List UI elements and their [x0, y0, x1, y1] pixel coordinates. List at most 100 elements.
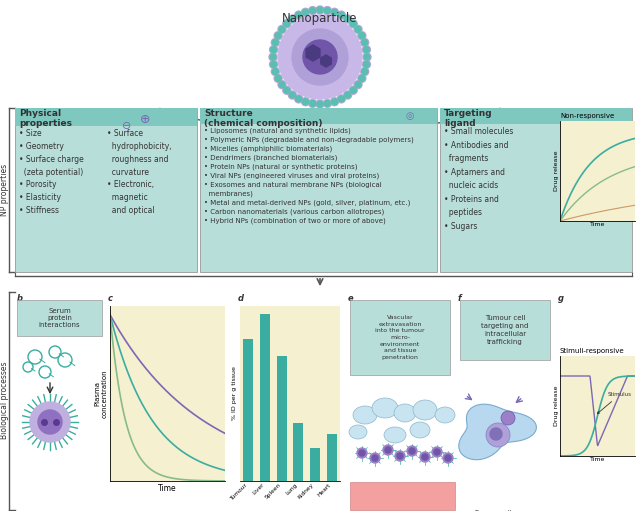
- Circle shape: [279, 27, 285, 32]
- Text: Serum
protein
interactions: Serum protein interactions: [38, 308, 80, 328]
- Circle shape: [407, 446, 417, 456]
- Circle shape: [269, 60, 278, 68]
- Circle shape: [337, 11, 346, 19]
- Circle shape: [38, 410, 62, 434]
- Circle shape: [350, 87, 356, 93]
- Circle shape: [310, 8, 316, 14]
- Circle shape: [278, 15, 362, 99]
- Circle shape: [359, 75, 365, 81]
- Circle shape: [330, 98, 339, 106]
- Circle shape: [339, 12, 344, 18]
- Circle shape: [30, 402, 70, 442]
- Circle shape: [362, 45, 371, 54]
- Circle shape: [323, 100, 332, 107]
- Circle shape: [372, 455, 378, 461]
- Circle shape: [279, 82, 285, 88]
- Circle shape: [274, 32, 282, 40]
- Circle shape: [274, 74, 282, 82]
- Text: Stimuli-responsive: Stimuli-responsive: [560, 348, 625, 354]
- Circle shape: [310, 101, 316, 106]
- Bar: [200, 108, 437, 272]
- Y-axis label: Drug release: Drug release: [554, 151, 559, 191]
- Ellipse shape: [435, 407, 455, 423]
- Circle shape: [270, 54, 276, 60]
- Circle shape: [301, 8, 310, 16]
- Text: Non-responsive: Non-responsive: [560, 113, 614, 119]
- Circle shape: [271, 47, 276, 53]
- Circle shape: [339, 96, 344, 102]
- Text: • Liposomes (natural and synthetic lipids)
• Polymeric NPs (degradable and non-d: • Liposomes (natural and synthetic lipid…: [204, 127, 413, 223]
- Bar: [310, 448, 320, 481]
- Circle shape: [422, 454, 428, 460]
- Text: Targeting
ligand: Targeting ligand: [444, 109, 493, 128]
- Circle shape: [361, 38, 369, 47]
- Circle shape: [364, 61, 369, 67]
- Circle shape: [357, 448, 367, 458]
- Bar: [460, 300, 550, 360]
- Circle shape: [289, 15, 296, 23]
- Bar: [15, 108, 197, 126]
- Circle shape: [344, 91, 351, 99]
- Text: ◎: ◎: [406, 111, 414, 121]
- Circle shape: [278, 26, 286, 33]
- Y-axis label: Drug release: Drug release: [554, 386, 559, 426]
- Text: Vascular
extravasation
into the tumour
micro-
environment
and tissue
penetration: Vascular extravasation into the tumour m…: [375, 315, 425, 360]
- Circle shape: [362, 60, 371, 68]
- Bar: [15, 108, 197, 272]
- Circle shape: [359, 33, 365, 39]
- Bar: [200, 108, 437, 124]
- Circle shape: [317, 101, 323, 107]
- Circle shape: [397, 453, 403, 459]
- Circle shape: [269, 45, 278, 54]
- Circle shape: [272, 68, 278, 75]
- Circle shape: [330, 8, 339, 16]
- Ellipse shape: [372, 398, 398, 418]
- Circle shape: [308, 7, 317, 15]
- Circle shape: [355, 27, 361, 32]
- Circle shape: [292, 29, 348, 85]
- Bar: [17, 300, 102, 336]
- Circle shape: [272, 39, 278, 45]
- Circle shape: [289, 91, 296, 99]
- Circle shape: [443, 453, 453, 463]
- Text: Biological processes: Biological processes: [1, 361, 10, 439]
- Circle shape: [294, 95, 303, 103]
- Circle shape: [364, 54, 370, 60]
- Ellipse shape: [384, 427, 406, 443]
- Circle shape: [324, 101, 330, 106]
- Ellipse shape: [353, 406, 377, 424]
- Text: • Small molecules
• Antibodies and
  fragments
• Aptamers and
  nucleic acids
• : • Small molecules • Antibodies and fragm…: [444, 127, 513, 231]
- Text: a: a: [17, 110, 23, 119]
- Circle shape: [289, 92, 296, 98]
- X-axis label: Time: Time: [590, 222, 605, 227]
- Ellipse shape: [413, 400, 437, 420]
- Text: Stimulus: Stimulus: [597, 392, 632, 413]
- Text: g: g: [558, 294, 564, 303]
- Bar: [260, 314, 270, 481]
- Circle shape: [294, 11, 303, 19]
- Circle shape: [324, 8, 330, 14]
- Text: f: f: [458, 294, 461, 303]
- Circle shape: [301, 98, 310, 106]
- Circle shape: [303, 40, 337, 74]
- Y-axis label: % ID per g tissue: % ID per g tissue: [232, 366, 237, 421]
- Circle shape: [303, 9, 308, 15]
- Text: Physical
properties: Physical properties: [19, 109, 72, 128]
- X-axis label: Time: Time: [158, 484, 177, 493]
- Text: Structure
(chemical composition): Structure (chemical composition): [204, 109, 323, 128]
- Circle shape: [317, 7, 323, 13]
- Circle shape: [284, 87, 290, 94]
- X-axis label: Time: Time: [590, 457, 605, 462]
- Circle shape: [269, 53, 277, 61]
- Circle shape: [385, 447, 391, 453]
- Text: • Surface
  hydrophobicity,
  roughness and
  curvature
• Electronic,
  magnetic: • Surface hydrophobicity, roughness and …: [107, 129, 172, 215]
- Ellipse shape: [394, 404, 416, 422]
- Circle shape: [271, 38, 279, 47]
- Text: e: e: [348, 294, 354, 303]
- Text: b: b: [17, 294, 23, 303]
- Circle shape: [364, 47, 369, 53]
- Bar: [350, 300, 450, 375]
- Circle shape: [490, 428, 502, 440]
- Circle shape: [275, 33, 281, 39]
- Circle shape: [370, 453, 380, 463]
